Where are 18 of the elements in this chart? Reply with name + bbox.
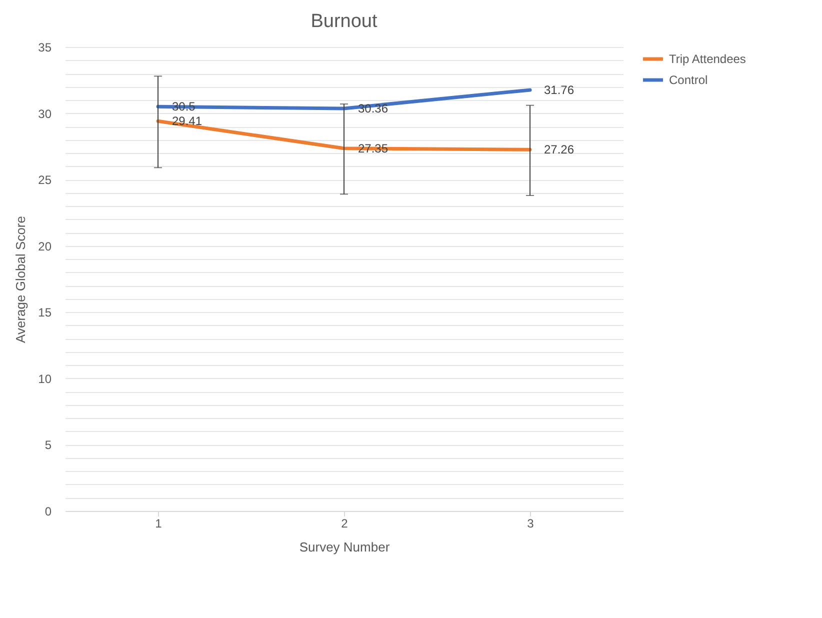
data-label: 31.76 bbox=[544, 82, 574, 97]
y-tick-label: 20 bbox=[38, 239, 52, 254]
y-tick-label: 10 bbox=[38, 372, 52, 386]
legend-label: Trip Attendees bbox=[669, 52, 746, 66]
y-tick-label: 15 bbox=[38, 306, 52, 320]
x-tick-label: 1 bbox=[155, 516, 162, 530]
y-tick-label: 5 bbox=[44, 438, 52, 452]
x-tick-label: 3 bbox=[527, 516, 534, 530]
chart-title: Burnout bbox=[310, 11, 378, 32]
data-label: 27.26 bbox=[544, 142, 574, 157]
x-tick-label: 2 bbox=[341, 516, 348, 530]
y-axis-title: Average Global Score bbox=[13, 216, 28, 343]
y-tick-label: 30 bbox=[38, 106, 52, 121]
legend-label: Control bbox=[669, 73, 708, 87]
y-tick-label: 35 bbox=[38, 40, 52, 54]
y-tick-label: 0 bbox=[44, 504, 52, 518]
y-tick-label: 25 bbox=[38, 173, 52, 188]
x-axis-title: Survey Number bbox=[299, 540, 390, 554]
